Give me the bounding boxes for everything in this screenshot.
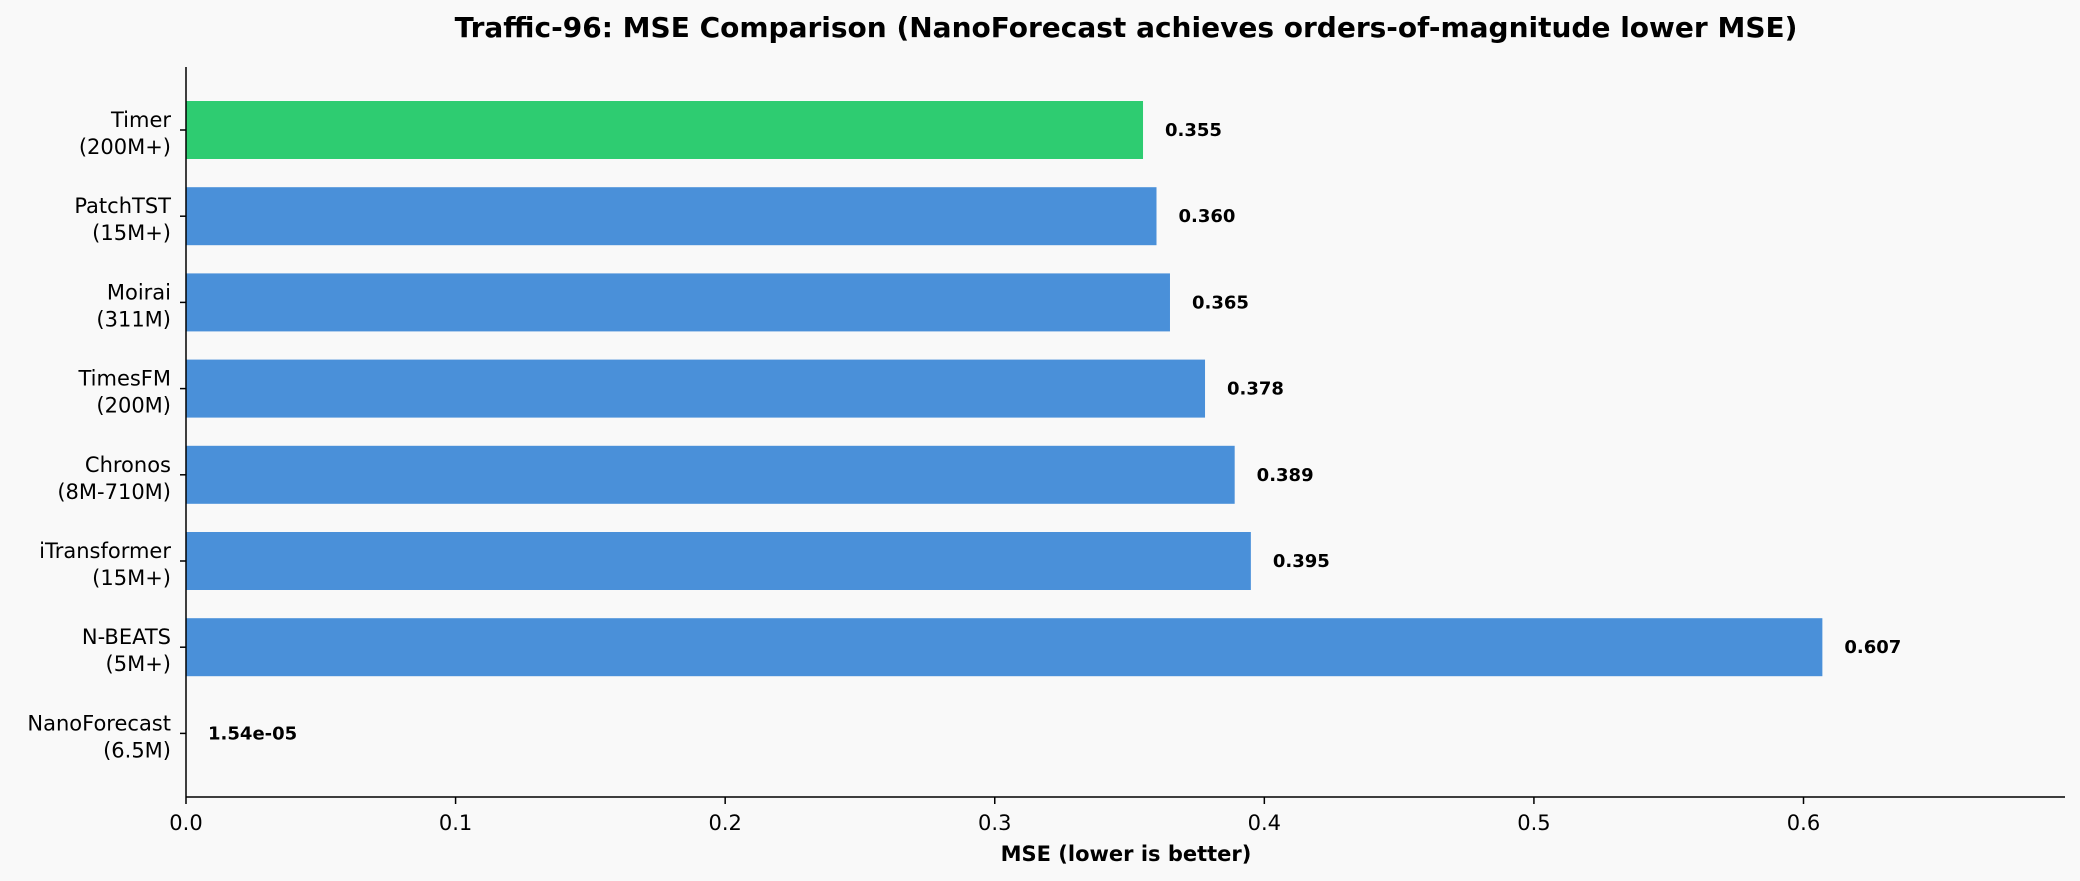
bar-chronos: [186, 445, 1235, 504]
x-tick-label: 0.4: [1248, 811, 1281, 835]
x-tick-label: 0.5: [1517, 811, 1550, 835]
bar-timer: [186, 101, 1144, 159]
y-tick-label-params: (8M-710M): [57, 480, 171, 504]
y-tick-label-params: (200M+): [79, 135, 171, 159]
y-tick-label-params: (200M): [96, 394, 171, 418]
y-tick-label-name: Chronos: [85, 453, 171, 477]
y-tick-label-itransformer: iTransformer (15M+): [39, 539, 171, 590]
x-tick-label: 0.2: [708, 811, 741, 835]
y-tick-label-n-beats: N-BEATS (5M+): [82, 625, 171, 676]
y-tick-label-params: (6.5M): [103, 738, 171, 762]
y-tick-label-name: Moirai: [107, 280, 171, 304]
y-tick-label-params: (15M+): [92, 566, 171, 590]
value-label-itransformer: 0.395: [1273, 551, 1330, 572]
bar-timesfm: [186, 359, 1206, 418]
bar-moirai: [186, 273, 1170, 332]
y-tick-label-name: N-BEATS: [82, 625, 171, 649]
x-tick-label: 0.1: [439, 811, 472, 835]
y-tick-label-chronos: Chronos (8M-710M): [57, 453, 171, 504]
bar-patchtst: [186, 187, 1157, 246]
x-tick-label: 0.6: [1787, 811, 1820, 835]
y-tick-label-params: (311M): [96, 307, 171, 331]
y-tick-label-params: (15M+): [92, 221, 171, 245]
value-label-n-beats: 0.607: [1844, 637, 1901, 658]
value-label-patchtst: 0.360: [1179, 206, 1236, 227]
bar-n-beats: [186, 618, 1823, 677]
bar-itransformer: [186, 532, 1251, 590]
value-label-nanoforecast: 1.54e-05: [208, 723, 297, 744]
y-tick-label-name: PatchTST: [74, 194, 171, 218]
y-tick-label-params: (5M+): [106, 652, 171, 676]
bars-layer: 0.355 0.360 0.365 0.378 0.389 0.395 0.607 1.54e…: [186, 101, 1901, 763]
x-axis-title: MSE (lower is better): [1001, 842, 1252, 866]
value-label-chronos: 0.389: [1257, 465, 1314, 486]
y-tick-label-name: Timer: [110, 108, 171, 132]
value-label-timesfm: 0.378: [1227, 379, 1284, 400]
value-label-timer: 0.355: [1165, 120, 1222, 141]
y-tick-label-name: TimesFM: [77, 367, 171, 391]
y-tick-label-name: NanoForecast: [27, 711, 171, 735]
y-tick-label-timer: Timer (200M+): [79, 108, 172, 159]
y-tick-label-moirai: Moirai (311M): [96, 280, 171, 331]
chart-title: Traffic-96: MSE Comparison (NanoForecast…: [455, 11, 1798, 44]
y-tick-label-nanoforecast: NanoForecast (6.5M): [27, 711, 171, 762]
x-tick-label: 0.3: [978, 811, 1011, 835]
y-tick-label-timesfm: TimesFM (200M): [77, 367, 171, 418]
x-tick-label: 0.0: [169, 811, 202, 835]
y-tick-label-name: iTransformer: [39, 539, 171, 563]
axes-layer: Timer (200M+) PatchTST (15M+) Moirai (311M) Ti…: [27, 67, 2065, 835]
y-tick-label-patchtst: PatchTST (15M+): [74, 194, 171, 245]
value-label-moirai: 0.365: [1192, 292, 1249, 313]
